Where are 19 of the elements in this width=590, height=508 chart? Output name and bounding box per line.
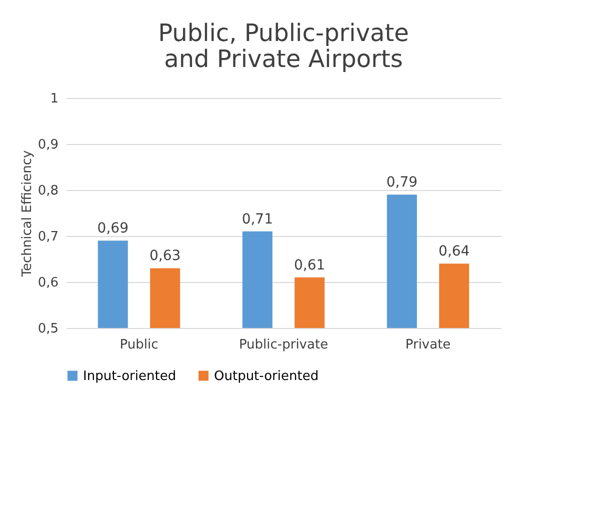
y-tick-label: 0,8 [38,184,58,198]
legend-label: Input-oriented [83,368,176,384]
data-label: 0,64 [438,244,470,260]
data-label: 0,63 [149,248,181,264]
y-tick-label: 1 [50,92,58,106]
y-axis-title: Technical Efficiency [20,150,35,278]
chart-title: Public, Public-private and Private Airports [158,19,409,73]
y-tick-label: 0,6 [38,276,58,290]
data-label: 0,71 [242,211,273,228]
data-label: 0,79 [386,174,418,191]
x-tick-label: Public-private [238,338,328,352]
y-tick-label: 0,5 [38,322,58,336]
data-label: 0,61 [294,257,326,274]
x-tick-label: Private [405,338,451,352]
legend-label: Output-oriented [214,368,319,384]
data-label: 0,69 [97,220,128,237]
x-tick-label: Public [120,338,158,352]
y-tick-label: 0,7 [38,230,58,244]
y-tick-label: 0,9 [38,138,58,152]
